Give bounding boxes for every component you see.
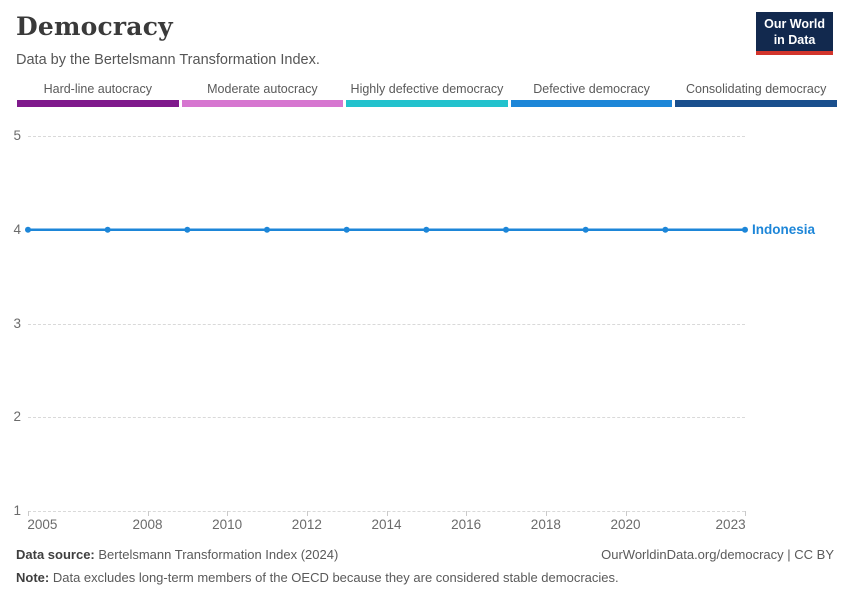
y-axis-tick-label: 3 bbox=[13, 315, 21, 331]
x-axis-tick-label: 2023 bbox=[715, 517, 746, 532]
x-axis-tick-mark bbox=[625, 511, 627, 516]
x-axis-tick-mark bbox=[466, 511, 468, 516]
y-axis-tick-label: 4 bbox=[13, 221, 21, 237]
data-point-2015[interactable] bbox=[423, 226, 430, 233]
x-axis-tick-mark bbox=[545, 511, 547, 516]
data-point-2007[interactable] bbox=[104, 226, 111, 233]
x-axis-tick-mark bbox=[306, 511, 308, 516]
chart-subtitle: Data by the Bertelsmann Transformation I… bbox=[16, 52, 320, 68]
legend-bin-colorbar bbox=[510, 100, 673, 107]
page-title: Democracy bbox=[16, 12, 173, 41]
category-color-legend: Hard-line autocracy Moderate autocracy Hig… bbox=[17, 82, 837, 107]
data-point-2019[interactable] bbox=[582, 226, 589, 233]
note-label: Note: bbox=[16, 570, 50, 586]
x-axis-tick-mark bbox=[147, 511, 149, 516]
x-axis-tick-label: 2018 bbox=[530, 517, 561, 532]
note-line: Note: Data excludes long-term members of… bbox=[16, 570, 834, 586]
x-axis-tick-label: 2008 bbox=[132, 517, 163, 532]
data-point-2011[interactable] bbox=[264, 226, 270, 233]
legend-bin-colorbar bbox=[675, 100, 837, 107]
series-line-indonesia[interactable] bbox=[25, 136, 748, 511]
line-chart-plot-area: Indonesia 1 2 3 4 5 2005 2008 2010 2012 2014 2016 2… bbox=[13, 128, 815, 532]
owid-logo-line1: Our World bbox=[764, 17, 825, 31]
legend-bin-1[interactable]: Hard-line autocracy bbox=[17, 82, 179, 107]
legend-bin-label: Moderate autocracy bbox=[207, 82, 318, 96]
y-axis-tick-label: 2 bbox=[13, 409, 21, 425]
legend-bin-label: Defective democracy bbox=[533, 82, 650, 96]
y-axis-tick-label: 1 bbox=[13, 503, 21, 519]
gridline-y-2 bbox=[28, 417, 745, 419]
note-text: Data excludes long-term members of the O… bbox=[52, 570, 619, 586]
x-axis-tick-mark bbox=[386, 511, 388, 516]
data-source-line: Data source: Bertelsmann Transformation … bbox=[16, 547, 338, 563]
data-source-label: Data source: bbox=[16, 547, 95, 562]
x-axis-tick-label: 2016 bbox=[451, 517, 482, 532]
x-axis-tick-mark bbox=[227, 511, 229, 516]
gridline-y-5 bbox=[28, 136, 745, 137]
x-axis-tick-label: 2014 bbox=[371, 517, 402, 532]
legend-bin-label: Hard-line autocracy bbox=[43, 82, 152, 96]
x-axis-tick-label: 2020 bbox=[610, 517, 641, 532]
series-label-indonesia[interactable]: Indonesia bbox=[752, 221, 816, 237]
data-point-2013[interactable] bbox=[343, 226, 350, 233]
data-point-2005[interactable] bbox=[25, 226, 31, 233]
x-axis-tick-label: 2010 bbox=[212, 517, 243, 532]
y-axis-tick-label: 5 bbox=[13, 128, 21, 144]
data-point-2023[interactable] bbox=[742, 226, 748, 233]
legend-bin-5[interactable]: Consolidating democracy bbox=[675, 82, 837, 107]
chart-footer: Data source: Bertelsmann Transformation … bbox=[16, 547, 834, 587]
legend-bin-colorbar bbox=[181, 100, 344, 107]
legend-bin-4[interactable]: Defective democracy bbox=[510, 82, 673, 107]
legend-bin-label: Consolidating democracy bbox=[685, 82, 827, 96]
legend-bin-3[interactable]: Highly defective democracy bbox=[346, 82, 508, 107]
x-axis-tick-mark bbox=[28, 511, 29, 516]
legend-bin-2[interactable]: Moderate autocracy bbox=[181, 82, 344, 107]
x-axis-tick-mark bbox=[745, 511, 746, 516]
data-point-2021[interactable] bbox=[662, 226, 669, 233]
data-point-2017[interactable] bbox=[503, 226, 509, 233]
legend-bin-label: Highly defective democracy bbox=[350, 82, 504, 96]
legend-bin-colorbar bbox=[17, 100, 179, 107]
x-axis-tick-label: 2005 bbox=[27, 517, 58, 532]
x-axis-tick-label: 2012 bbox=[291, 517, 322, 532]
owid-logo[interactable]: Our World in Data bbox=[756, 12, 833, 56]
legend-bin-colorbar bbox=[346, 100, 508, 107]
gridline-y-3 bbox=[28, 323, 745, 325]
data-point-2009[interactable] bbox=[184, 226, 191, 233]
owid-logo-line2: in Data bbox=[773, 32, 816, 47]
data-source-text: Bertelsmann Transformation Index (2024) bbox=[98, 547, 339, 562]
credit-link[interactable]: OurWorldinData.org/democracy | CC BY bbox=[601, 547, 834, 562]
